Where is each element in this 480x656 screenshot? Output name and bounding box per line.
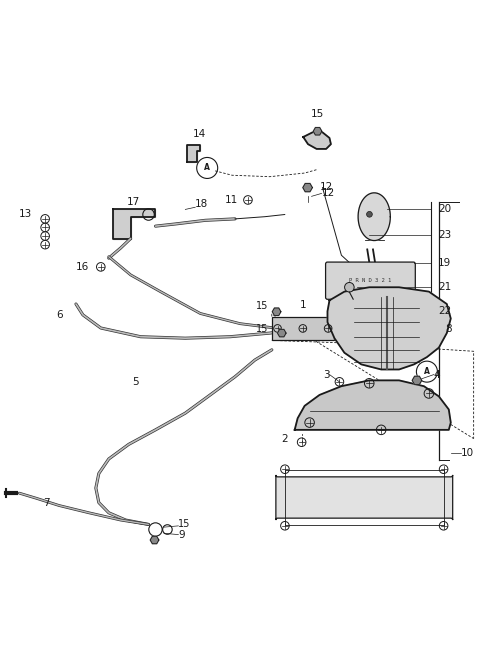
Polygon shape [150, 537, 159, 544]
Text: 23: 23 [438, 230, 451, 240]
Circle shape [367, 211, 372, 217]
Text: 16: 16 [76, 262, 89, 272]
Polygon shape [187, 145, 200, 162]
Circle shape [345, 283, 354, 292]
Text: 13: 13 [19, 209, 32, 219]
Text: 19: 19 [438, 258, 451, 268]
Text: 2: 2 [281, 434, 288, 443]
FancyBboxPatch shape [325, 262, 415, 299]
Text: 21: 21 [438, 282, 451, 293]
Text: 11: 11 [224, 195, 238, 205]
Text: 15: 15 [255, 325, 268, 335]
Polygon shape [277, 329, 286, 337]
Text: 6: 6 [57, 310, 63, 320]
Bar [285, 470, 444, 525]
Text: 4: 4 [434, 369, 441, 380]
Polygon shape [295, 380, 451, 430]
Text: 14: 14 [192, 129, 206, 139]
Polygon shape [358, 193, 390, 241]
Bar [272, 316, 334, 340]
Text: 15: 15 [179, 520, 191, 529]
Text: 17: 17 [127, 197, 140, 207]
Text: 15: 15 [311, 109, 324, 119]
Text: 18: 18 [195, 199, 208, 209]
Text: 5: 5 [132, 377, 139, 387]
Polygon shape [327, 287, 451, 369]
Text: 12: 12 [322, 188, 335, 198]
Polygon shape [113, 209, 156, 239]
Polygon shape [313, 127, 322, 135]
Text: 8: 8 [446, 325, 452, 335]
Text: 9: 9 [179, 529, 185, 540]
Text: 10: 10 [461, 448, 474, 458]
Text: 7: 7 [43, 498, 50, 508]
Polygon shape [303, 184, 312, 192]
Polygon shape [272, 308, 281, 316]
Text: 12: 12 [320, 182, 333, 192]
Text: 1: 1 [300, 300, 306, 310]
FancyBboxPatch shape [276, 475, 453, 520]
Text: A: A [424, 367, 430, 376]
Text: 20: 20 [438, 205, 451, 215]
Text: A: A [204, 163, 210, 173]
Text: P R N D 3 2 1: P R N D 3 2 1 [349, 278, 392, 283]
Polygon shape [303, 133, 331, 149]
Text: 3: 3 [323, 369, 329, 380]
Polygon shape [412, 377, 422, 384]
Text: 15: 15 [256, 301, 268, 311]
Text: 22: 22 [438, 306, 451, 316]
